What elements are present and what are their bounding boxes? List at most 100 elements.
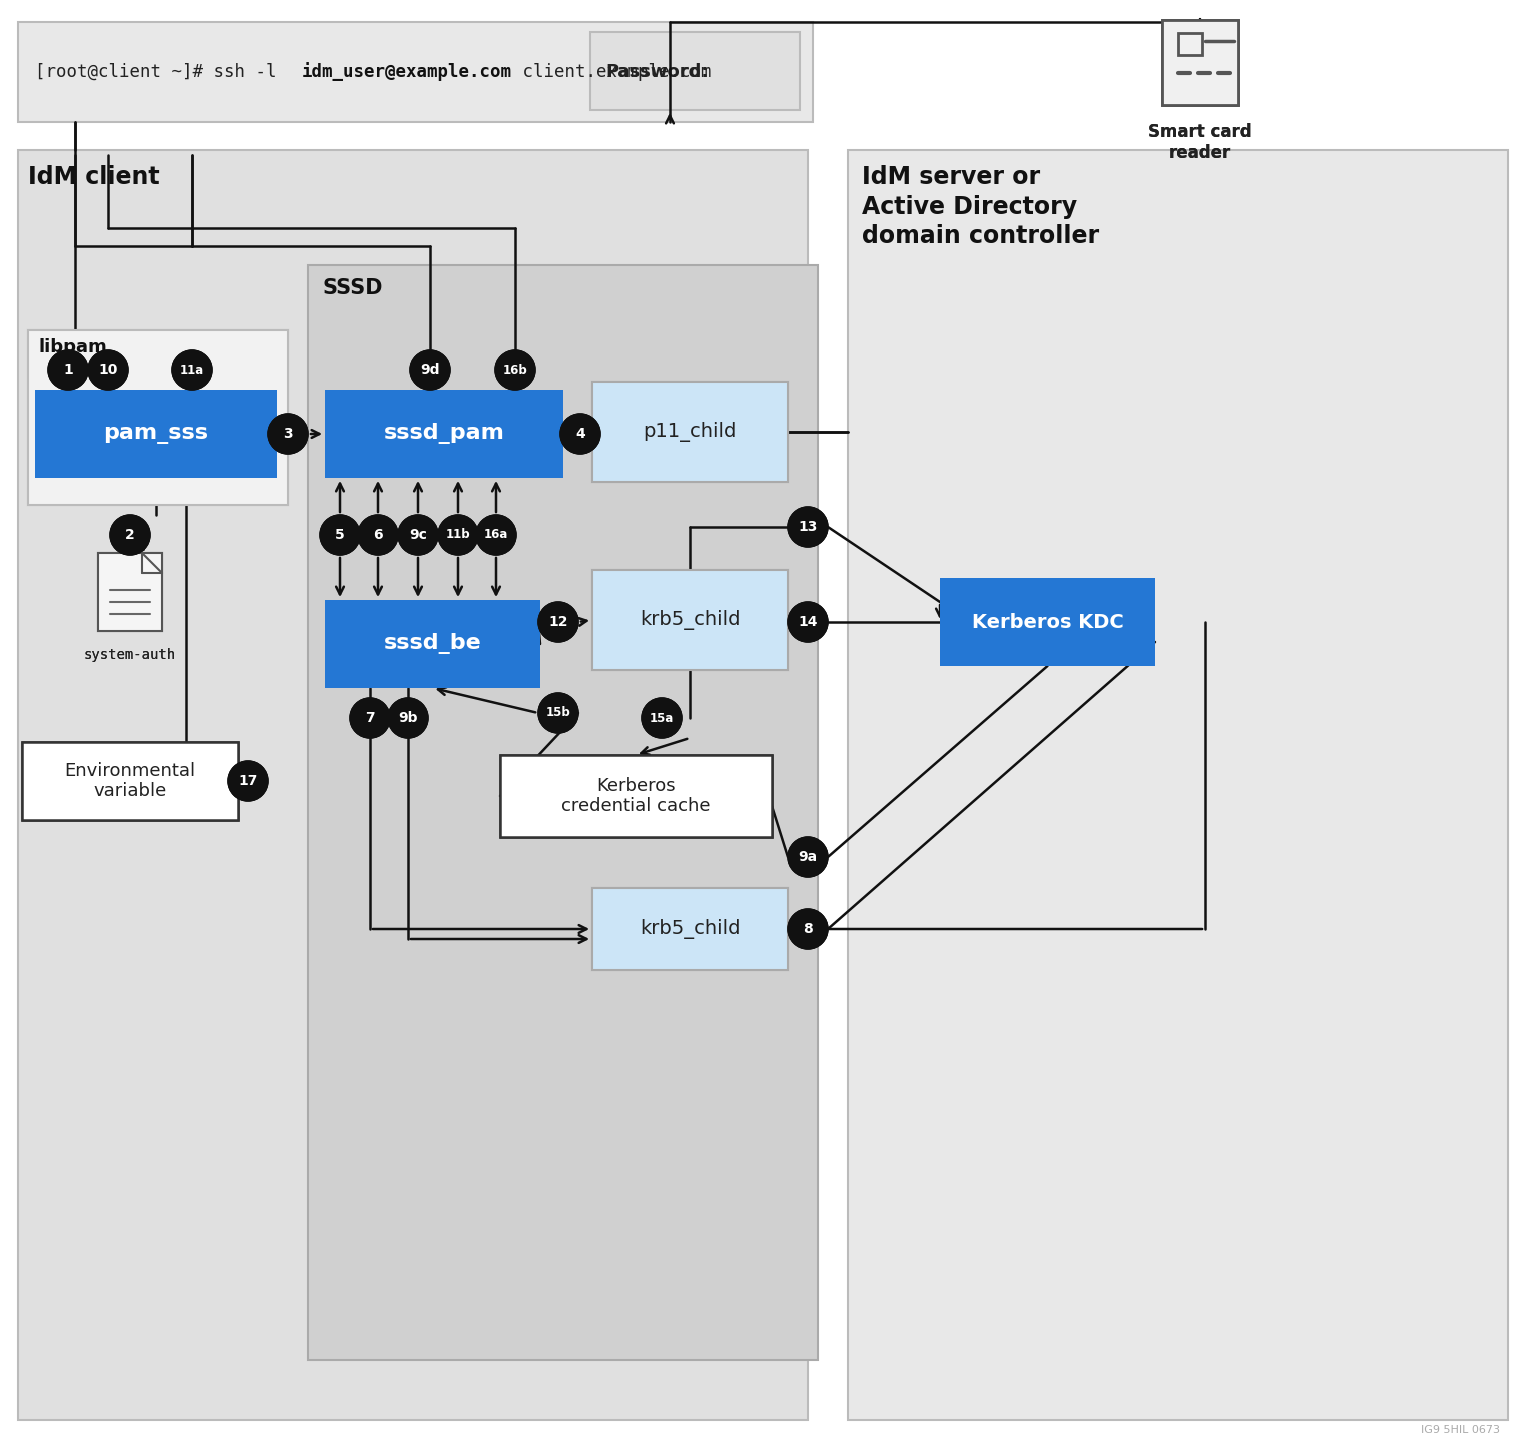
Circle shape <box>787 837 828 877</box>
Circle shape <box>321 515 360 554</box>
Circle shape <box>538 693 578 733</box>
Circle shape <box>359 515 398 554</box>
Circle shape <box>410 351 450 390</box>
Circle shape <box>398 515 438 554</box>
Text: 12: 12 <box>549 615 568 629</box>
Text: 15a: 15a <box>651 711 675 725</box>
Text: sssd_be: sssd_be <box>383 633 482 655</box>
Circle shape <box>388 698 429 738</box>
Circle shape <box>559 415 600 454</box>
Circle shape <box>398 515 438 554</box>
Bar <box>591 570 787 669</box>
Circle shape <box>268 415 309 454</box>
Circle shape <box>438 515 477 554</box>
Text: krb5_child: krb5_child <box>640 920 740 938</box>
Text: 14: 14 <box>798 615 818 629</box>
Bar <box>35 390 277 479</box>
Text: libpam: libpam <box>38 338 106 356</box>
Bar <box>590 32 800 111</box>
Text: 15b: 15b <box>546 707 570 720</box>
Text: krb5_child: krb5_child <box>640 920 740 938</box>
Text: 9d: 9d <box>420 362 439 377</box>
Circle shape <box>496 351 535 390</box>
Bar <box>1178 33 1202 55</box>
Text: 12: 12 <box>549 615 568 629</box>
Text: 11b: 11b <box>445 528 470 541</box>
Text: 10: 10 <box>99 362 117 377</box>
Bar <box>1161 20 1237 105</box>
Text: libpam: libpam <box>38 338 106 356</box>
Text: Environmental
variable: Environmental variable <box>64 761 196 800</box>
Circle shape <box>88 351 128 390</box>
Text: krb5_child: krb5_child <box>640 610 740 630</box>
Bar <box>325 390 562 479</box>
Text: 3: 3 <box>283 426 293 441</box>
Text: 8: 8 <box>803 922 813 936</box>
Text: 9a: 9a <box>798 850 818 864</box>
Circle shape <box>88 351 128 390</box>
Text: Password:: Password: <box>605 63 708 81</box>
Text: Smart card
reader: Smart card reader <box>1148 124 1252 162</box>
Bar <box>18 150 809 1420</box>
Text: 10: 10 <box>99 362 117 377</box>
Circle shape <box>787 909 828 949</box>
Text: 11a: 11a <box>179 364 204 377</box>
Circle shape <box>787 506 828 547</box>
Text: 5: 5 <box>334 528 345 543</box>
Bar <box>939 578 1155 666</box>
Text: idm_user@example.com: idm_user@example.com <box>302 63 512 81</box>
Text: Kerberos
credential cache: Kerberos credential cache <box>561 777 711 815</box>
Text: 13: 13 <box>798 519 818 534</box>
Text: 1: 1 <box>64 362 73 377</box>
Text: Kerberos
credential cache: Kerberos credential cache <box>561 777 711 815</box>
Circle shape <box>476 515 515 554</box>
Text: sssd_be: sssd_be <box>383 633 482 655</box>
Circle shape <box>388 698 429 738</box>
Text: client.example.com: client.example.com <box>512 63 711 81</box>
Bar <box>591 888 787 970</box>
Text: 16b: 16b <box>503 364 527 377</box>
Circle shape <box>641 698 682 738</box>
Circle shape <box>559 415 600 454</box>
Circle shape <box>538 693 578 733</box>
Text: 3: 3 <box>283 426 293 441</box>
Bar <box>591 383 787 482</box>
Text: pam_sss: pam_sss <box>103 423 208 444</box>
Circle shape <box>350 698 391 738</box>
Text: pam_sss: pam_sss <box>103 423 208 444</box>
Text: sssd_pam: sssd_pam <box>383 423 505 444</box>
Text: IdM client: IdM client <box>27 164 160 189</box>
Bar <box>97 553 163 631</box>
Circle shape <box>172 351 211 390</box>
Circle shape <box>321 515 360 554</box>
Text: krb5_child: krb5_child <box>640 610 740 630</box>
Text: 17: 17 <box>239 774 258 789</box>
Text: 14: 14 <box>798 615 818 629</box>
Circle shape <box>109 515 150 554</box>
Text: 4: 4 <box>575 426 585 441</box>
Bar <box>500 755 772 837</box>
Circle shape <box>49 351 88 390</box>
Circle shape <box>109 515 150 554</box>
Text: 15a: 15a <box>651 711 675 725</box>
Circle shape <box>172 351 211 390</box>
Text: SSSD: SSSD <box>322 278 383 298</box>
Circle shape <box>49 351 88 390</box>
Text: 7: 7 <box>365 711 375 725</box>
Text: 13: 13 <box>798 519 818 534</box>
Text: 4: 4 <box>575 426 585 441</box>
Text: p11_child: p11_child <box>643 422 737 442</box>
Circle shape <box>787 602 828 642</box>
Text: IdM server or
Active Directory
domain controller: IdM server or Active Directory domain co… <box>862 164 1099 249</box>
Circle shape <box>496 351 535 390</box>
Circle shape <box>787 602 828 642</box>
Text: 11b: 11b <box>445 528 470 541</box>
Text: 9c: 9c <box>409 528 427 543</box>
Text: 8: 8 <box>803 922 813 936</box>
Text: 9a: 9a <box>798 850 818 864</box>
Bar <box>591 570 787 669</box>
Text: 2: 2 <box>125 528 135 543</box>
Bar <box>591 888 787 970</box>
Text: 11a: 11a <box>179 364 204 377</box>
Text: 16b: 16b <box>503 364 527 377</box>
